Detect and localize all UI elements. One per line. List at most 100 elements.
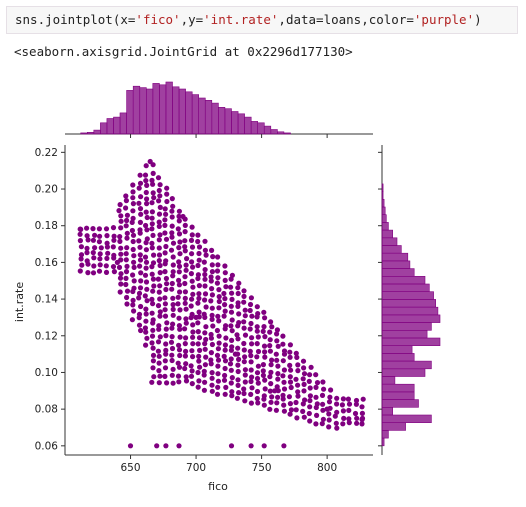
scatter-point: [235, 345, 241, 351]
scatter-point: [248, 367, 254, 373]
x-tick-label: 750: [252, 462, 272, 474]
marginal-y-bar: [381, 268, 415, 277]
scatter-point: [84, 233, 90, 239]
scatter-point: [137, 180, 144, 186]
scatter-point: [235, 336, 241, 342]
marginal-x-bar: [152, 83, 160, 135]
scatter-point: [176, 364, 183, 370]
scatter-point: [130, 232, 137, 238]
scatter-point: [268, 362, 274, 368]
code-cell[interactable]: sns.jointplot(x='fico',y='int.rate',data…: [6, 6, 518, 34]
scatter-point: [130, 272, 136, 278]
scatter-point: [157, 313, 163, 319]
scatter-point: [268, 319, 274, 325]
marginal-x-bar: [146, 88, 154, 135]
scatter-point: [334, 409, 340, 415]
scatter-point: [130, 208, 136, 214]
scatter-point: [129, 227, 135, 234]
scatter-point: [190, 291, 196, 297]
scatter-point: [130, 246, 136, 253]
scatter-point: [163, 326, 169, 332]
scatter-point: [123, 223, 129, 229]
scatter-point: [228, 367, 234, 373]
scatter-point: [196, 309, 202, 315]
scatter-point: [79, 262, 85, 268]
scatter-point: [169, 230, 175, 236]
marginal-x-bar: [93, 129, 101, 135]
scatter-point: [117, 234, 123, 240]
scatter-point: [229, 296, 235, 302]
marginal-y-bar: [381, 222, 389, 231]
scatter-point: [131, 308, 137, 314]
scatter-point: [268, 399, 274, 405]
scatter-point: [143, 209, 149, 215]
scatter-point: [103, 226, 110, 232]
code-arg-color: 'purple': [413, 12, 475, 27]
scatter-point: [260, 328, 266, 334]
scatter-point: [254, 324, 260, 330]
scatter-point: [84, 250, 90, 256]
scatter-point: [261, 393, 267, 399]
scatter-point: [195, 300, 201, 306]
scatter-point: [274, 331, 280, 337]
marginal-y-bar: [381, 430, 389, 439]
scatter-point: [182, 248, 188, 254]
scatter-point: [189, 244, 196, 250]
marginal-x-bar: [263, 125, 272, 135]
scatter-point: [96, 268, 103, 274]
scatter-point: [235, 377, 241, 383]
scatter-point: [169, 196, 175, 202]
scatter-point: [215, 357, 222, 363]
scatter-point: [215, 346, 221, 352]
scatter-point: [170, 306, 176, 312]
marginal-x-bar: [250, 121, 259, 135]
scatter-point: [78, 244, 84, 250]
scatter-point: [124, 217, 130, 224]
scatter-point: [150, 345, 156, 351]
scatter-point: [149, 245, 155, 251]
marginal-y-bar: [381, 322, 432, 331]
scatter-point: [183, 267, 189, 273]
scatter-point: [222, 263, 228, 269]
scatter-point: [273, 407, 279, 413]
scatter-point: [176, 315, 182, 321]
scatter-point: [131, 285, 137, 291]
scatter-point: [137, 263, 143, 269]
scatter-point: [143, 306, 149, 312]
scatter-point: [242, 307, 248, 313]
scatter-point: [117, 289, 123, 295]
scatter-point: [314, 412, 320, 418]
scatter-point: [170, 321, 176, 327]
scatter-point: [202, 267, 208, 273]
scatter-point: [272, 388, 278, 394]
scatter-point: [189, 368, 195, 374]
scatter-point: [162, 230, 168, 236]
scatter-point: [214, 280, 220, 286]
scatter-point: [255, 400, 261, 406]
scatter-point: [269, 394, 275, 400]
scatter-point: [235, 382, 241, 388]
scatter-point: [111, 237, 117, 243]
scatter-point: [255, 334, 261, 340]
scatter-point: [261, 324, 267, 330]
scatter-point: [203, 304, 209, 310]
scatter-point: [137, 219, 143, 225]
scatter-point: [353, 397, 360, 404]
scatter-point: [182, 229, 188, 235]
scatter-point: [280, 333, 286, 339]
scatter-point: [176, 323, 182, 329]
scatter-point: [117, 238, 123, 244]
marginal-x-bar: [178, 88, 186, 135]
scatter-point: [169, 372, 175, 378]
scatter-point: [324, 406, 330, 412]
scatter-point: [215, 371, 221, 377]
scatter-point: [169, 223, 175, 229]
scatter-point: [116, 264, 123, 270]
scatter-point: [183, 348, 189, 354]
scatter-point: [189, 381, 195, 387]
scatter-point: [287, 379, 294, 385]
scatter-point: [196, 378, 202, 384]
scatter-point: [249, 335, 255, 341]
scatter-point: [295, 393, 301, 399]
scatter-point: [129, 219, 135, 225]
